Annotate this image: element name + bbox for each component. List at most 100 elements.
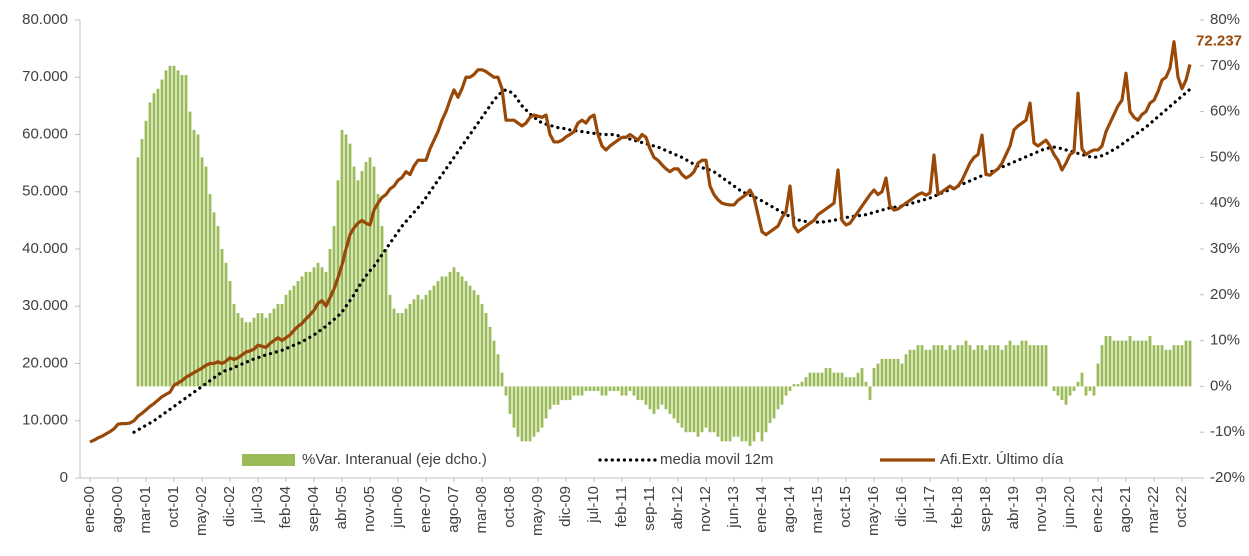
- bar: [696, 386, 700, 437]
- bar: [384, 249, 388, 387]
- bar: [372, 166, 376, 387]
- bar: [216, 226, 220, 387]
- bar: [944, 349, 948, 387]
- bar: [768, 386, 772, 424]
- bar: [272, 308, 276, 387]
- bar: [1112, 340, 1116, 387]
- bar: [724, 386, 728, 442]
- bar: [200, 157, 204, 387]
- bar: [756, 386, 760, 433]
- y-tick-label: 30.000: [22, 297, 68, 314]
- bar: [260, 313, 264, 387]
- bar: [352, 166, 356, 387]
- x-tick-label: oct-01: [165, 486, 182, 528]
- bar: [608, 386, 612, 391]
- x-tick-label: sep-04: [305, 486, 322, 532]
- bar: [380, 226, 384, 387]
- bar: [168, 65, 172, 387]
- moving-average-line: [132, 87, 1192, 434]
- bar: [1068, 386, 1072, 396]
- bar: [640, 386, 644, 401]
- bar: [1008, 340, 1012, 387]
- bar: [1032, 345, 1036, 387]
- bar: [212, 212, 216, 387]
- bar: [984, 349, 988, 387]
- bar: [1036, 345, 1040, 387]
- bar: [1072, 386, 1076, 391]
- bar: [952, 349, 956, 387]
- x-tick-label: oct-08: [501, 486, 518, 528]
- bar: [164, 70, 168, 387]
- bar: [552, 386, 556, 405]
- x-tick-label: abr-19: [1005, 486, 1022, 529]
- bar: [448, 271, 452, 387]
- bar: [332, 226, 336, 387]
- bar: [780, 386, 784, 405]
- bar: [540, 386, 544, 428]
- x-tick-label: ago-00: [109, 486, 126, 533]
- bar: [1136, 340, 1140, 387]
- bar: [660, 386, 664, 405]
- bar: [808, 372, 812, 387]
- bar: [204, 166, 208, 387]
- bar: [1000, 349, 1004, 387]
- bar: [612, 386, 616, 391]
- bar: [348, 143, 352, 387]
- bar: [940, 345, 944, 387]
- bar: [644, 386, 648, 405]
- bar: [1148, 336, 1152, 387]
- bar: [816, 372, 820, 387]
- bar: [904, 354, 908, 387]
- bar: [232, 303, 236, 387]
- bar: [1152, 345, 1156, 387]
- bar: [880, 358, 884, 387]
- bar: [716, 386, 720, 437]
- x-tick-label: oct-22: [1173, 486, 1190, 528]
- bar: [572, 386, 576, 396]
- y-tick-label: 10.000: [22, 412, 68, 429]
- data-label: 72.237: [1196, 32, 1242, 49]
- y2-tick-label: 40%: [1210, 194, 1240, 211]
- bar: [248, 322, 252, 387]
- x-tick-label: mar-01: [137, 486, 154, 534]
- bar: [784, 386, 788, 396]
- y-tick-label: 20.000: [22, 354, 68, 371]
- bar: [1176, 345, 1180, 387]
- y-tick-label: 0: [60, 469, 68, 486]
- bar: [732, 386, 736, 437]
- x-tick-label: feb-11: [613, 486, 630, 527]
- bar: [804, 377, 808, 387]
- bar: [616, 386, 620, 391]
- y2-tick-label: 60%: [1210, 103, 1240, 120]
- bar: [488, 326, 492, 387]
- bar: [740, 386, 744, 442]
- bar: [1016, 345, 1020, 387]
- bar: [960, 345, 964, 387]
- bar: [676, 386, 680, 424]
- bar: [708, 386, 712, 433]
- bar: [1040, 345, 1044, 387]
- x-tick-label: ene-14: [753, 486, 770, 533]
- bar: [1184, 340, 1188, 387]
- x-tick-label: ene-00: [81, 486, 98, 533]
- bar: [1188, 340, 1192, 387]
- x-tick-label: dic-09: [557, 486, 574, 527]
- bar: [404, 308, 408, 387]
- bar: [400, 313, 404, 387]
- bar: [532, 386, 536, 437]
- x-tick-label: ago-07: [445, 486, 462, 533]
- y-tick-label: 70.000: [22, 68, 68, 85]
- x-tick-label: jul-03: [249, 486, 266, 524]
- bar: [392, 308, 396, 387]
- x-tick-label: oct-15: [837, 486, 854, 528]
- bar: [228, 281, 232, 387]
- legend-label: media movil 12m: [660, 451, 773, 468]
- x-tick-label: jun-20: [1061, 486, 1078, 529]
- bar: [1052, 386, 1056, 391]
- bar: [556, 386, 560, 405]
- bar: [148, 102, 152, 387]
- bar: [424, 294, 428, 387]
- bar: [520, 386, 524, 442]
- y-tick-label: 50.000: [22, 183, 68, 200]
